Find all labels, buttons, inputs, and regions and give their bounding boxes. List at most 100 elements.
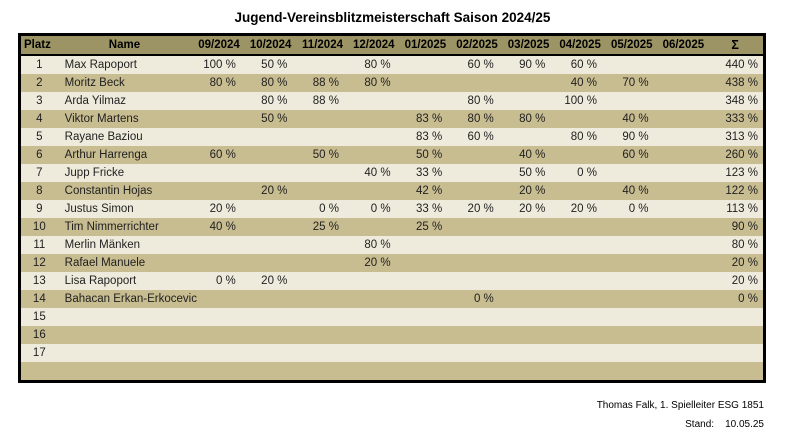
month-cell (191, 236, 243, 254)
month-cell (449, 164, 501, 182)
month-cell: 0 % (191, 272, 243, 290)
month-cell (655, 182, 708, 200)
month-cell: 0 % (294, 200, 346, 218)
table-row: 13 Lisa Rapoport 0 % 20 % 20 % (19, 272, 765, 290)
month-cell (655, 254, 708, 272)
sum-cell: 123 % (707, 164, 765, 182)
month-cell (294, 55, 346, 74)
platz-cell: 9 (19, 200, 58, 218)
table-row: 7 Jupp Fricke 40 % 33 % 50 % 0 % 123 % (19, 164, 765, 182)
footer-signature: Thomas Falk, 1. Spielleiter ESG 1851 (596, 400, 764, 411)
month-cell (552, 272, 604, 290)
month-cell: 0 % (449, 290, 501, 308)
month-cell: 90 % (500, 55, 553, 74)
month-cell (449, 326, 501, 344)
table-row: 11 Merlin Mänken 80 % 80 % (19, 236, 765, 254)
month-cell (294, 110, 346, 128)
month-cell: 20 % (449, 200, 501, 218)
platz-cell: 2 (19, 74, 58, 92)
month-cell (552, 362, 604, 382)
month-cell: 80 % (345, 236, 398, 254)
month-cell (191, 290, 243, 308)
month-cell (397, 308, 450, 326)
month-cell: 80 % (449, 110, 501, 128)
month-cell (449, 362, 501, 382)
month-cell: 40 % (500, 146, 553, 164)
month-cell: 60 % (603, 146, 656, 164)
month-cell (397, 55, 450, 74)
month-cell (655, 200, 708, 218)
month-cell: 80 % (552, 128, 604, 146)
month-cell (603, 254, 656, 272)
table-row: 6 Arthur Harrenga 60 % 50 % 50 % 40 % 60 % 260 … (19, 146, 765, 164)
name-cell (57, 362, 192, 382)
month-cell (294, 128, 346, 146)
month-cell: 40 % (603, 110, 656, 128)
month-cell: 0 % (345, 200, 398, 218)
platz-cell (19, 362, 58, 382)
month-cell (655, 308, 708, 326)
month-cell: 20 % (552, 200, 604, 218)
month-cell: 70 % (603, 74, 656, 92)
month-cell (294, 164, 346, 182)
month-cell (603, 164, 656, 182)
column-header-04-2025: 04/2025 (552, 34, 604, 56)
month-cell (294, 272, 346, 290)
month-cell (191, 110, 243, 128)
month-cell: 50 % (500, 164, 553, 182)
month-cell: 25 % (397, 218, 450, 236)
sum-cell (707, 308, 765, 326)
month-cell (242, 290, 295, 308)
column-header-12-2024: 12/2024 (345, 34, 398, 56)
month-cell (397, 362, 450, 382)
column-header-platz: Platz (19, 34, 58, 56)
month-cell (242, 254, 295, 272)
platz-cell: 13 (19, 272, 58, 290)
month-cell (294, 308, 346, 326)
month-cell (191, 344, 243, 362)
month-cell (500, 218, 553, 236)
month-cell (500, 344, 553, 362)
column-header-06-2025: 06/2025 (655, 34, 708, 56)
month-cell (191, 128, 243, 146)
month-cell: 33 % (397, 164, 450, 182)
table-header-row: Platz Name 09/2024 10/2024 11/2024 12/2024 01/… (19, 34, 765, 56)
month-cell (345, 344, 398, 362)
month-cell (655, 344, 708, 362)
name-cell: Rafael Manuele (57, 254, 192, 272)
month-cell: 80 % (191, 74, 243, 92)
month-cell (449, 74, 501, 92)
month-cell (242, 344, 295, 362)
month-cell: 20 % (191, 200, 243, 218)
month-cell: 40 % (552, 74, 604, 92)
month-cell (191, 308, 243, 326)
month-cell (655, 164, 708, 182)
month-cell (345, 218, 398, 236)
month-cell (397, 236, 450, 254)
platz-cell: 10 (19, 218, 58, 236)
table-row: 10 Tim Nimmerrichter 40 % 25 % 25 % 90 % (19, 218, 765, 236)
column-header-name: Name (57, 34, 192, 56)
month-cell: 60 % (552, 55, 604, 74)
month-cell (655, 326, 708, 344)
month-cell (500, 272, 553, 290)
month-cell (345, 92, 398, 110)
month-cell (603, 218, 656, 236)
month-cell (500, 74, 553, 92)
month-cell (552, 254, 604, 272)
month-cell (449, 272, 501, 290)
name-cell (57, 326, 192, 344)
month-cell (294, 326, 346, 344)
month-cell (345, 326, 398, 344)
month-cell: 80 % (345, 55, 398, 74)
month-cell (242, 236, 295, 254)
month-cell: 100 % (552, 92, 604, 110)
month-cell (603, 290, 656, 308)
month-cell: 60 % (449, 55, 501, 74)
sum-cell: 260 % (707, 146, 765, 164)
column-header-09-2024: 09/2024 (191, 34, 243, 56)
platz-cell: 5 (19, 128, 58, 146)
month-cell: 60 % (191, 146, 243, 164)
month-cell (500, 308, 553, 326)
month-cell (449, 218, 501, 236)
